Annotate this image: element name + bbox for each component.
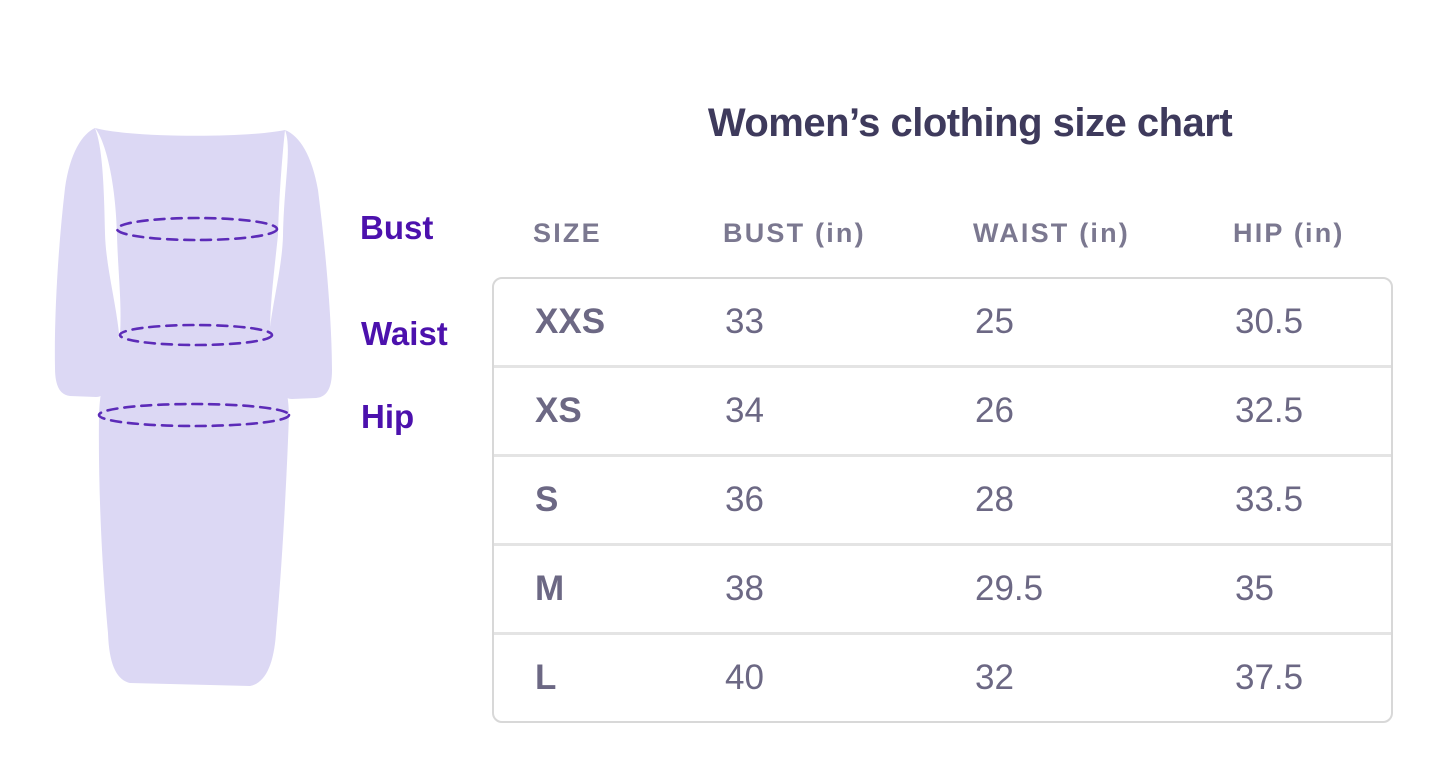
waist-measure-line <box>118 323 274 347</box>
bust-cell: 38 <box>725 569 764 608</box>
column-header-bust: BUST (in) <box>723 217 866 248</box>
bust-cell: 40 <box>725 658 764 697</box>
waist-cell: 28 <box>975 480 1014 519</box>
dress-right-sleeve-shape <box>269 130 332 399</box>
hip-cell: 30.5 <box>1235 302 1304 341</box>
size-cell: XXS <box>535 302 606 341</box>
waist-cell: 25 <box>975 302 1014 341</box>
bust-cell: 33 <box>725 302 764 341</box>
bust-cell: 34 <box>725 391 764 430</box>
hip-label: Hip <box>361 398 415 435</box>
hip-measure-line <box>97 402 291 428</box>
page-title: Women’s clothing size chart <box>707 101 1233 145</box>
waist-label: Waist <box>361 315 448 352</box>
table-row-s: S 36 28 33.5 <box>494 454 1391 543</box>
hip-cell: 35 <box>1235 569 1274 608</box>
table-row-m: M 38 29.5 35 <box>494 543 1391 632</box>
dress-body-shape <box>95 128 289 686</box>
size-table: XXS 33 25 30.5 XS 34 26 32.5 S 36 28 33.… <box>492 277 1393 723</box>
column-header-size: SIZE <box>533 217 602 248</box>
waist-cell: 26 <box>975 391 1014 430</box>
table-header-row: SIZE BUST (in) WAIST (in) HIP (in) <box>492 216 1393 250</box>
bust-cell: 36 <box>725 480 764 519</box>
hip-cell: 32.5 <box>1235 391 1304 430</box>
size-cell: XS <box>535 391 582 430</box>
column-header-hip: HIP (in) <box>1233 217 1345 248</box>
hip-cell: 37.5 <box>1235 658 1304 697</box>
dress-left-sleeve-shape <box>54 128 119 397</box>
hip-cell: 33.5 <box>1235 480 1304 519</box>
table-row-l: L 40 32 37.5 <box>494 632 1391 721</box>
dress-figure <box>52 118 352 698</box>
bust-label: Bust <box>360 209 434 246</box>
bust-measure-line <box>115 216 279 242</box>
table-row-xs: XS 34 26 32.5 <box>494 365 1391 454</box>
dress-silhouette-icon <box>54 128 332 686</box>
waist-cell: 32 <box>975 658 1014 697</box>
waist-cell: 29.5 <box>975 569 1044 608</box>
table-row-xxs: XXS 33 25 30.5 <box>494 279 1391 365</box>
size-cell: M <box>535 569 565 608</box>
column-header-waist: WAIST (in) <box>973 217 1130 248</box>
size-cell: S <box>535 480 559 519</box>
size-cell: L <box>535 658 557 697</box>
